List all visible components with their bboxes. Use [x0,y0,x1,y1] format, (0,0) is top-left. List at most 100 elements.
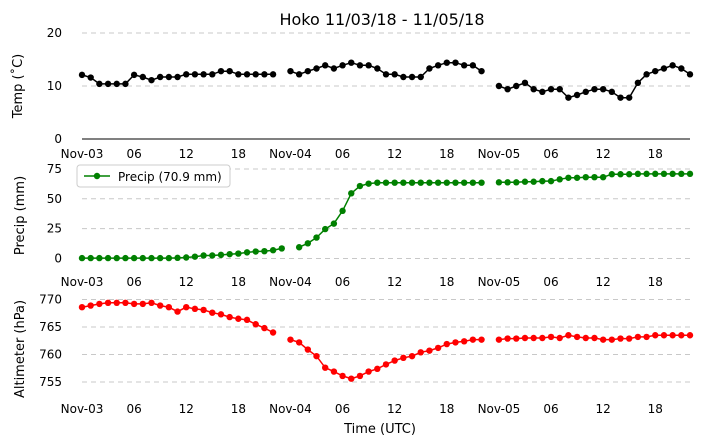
x-tick-label: 18 [439,147,454,161]
data-point [634,333,642,341]
data-point [539,177,546,185]
series-line [82,247,282,259]
data-point [400,354,407,361]
data-point [104,299,112,306]
data-point [530,178,537,185]
data-point [130,254,138,262]
data-point [547,333,555,341]
data-point [278,245,285,252]
data-point [608,171,616,178]
data-point [556,176,563,183]
data-point [382,71,390,78]
data-point [478,67,485,75]
legend-label: Precip (70.9 mm) [118,170,222,184]
data-point [243,249,251,256]
data-point [608,88,616,96]
data-point [104,80,112,88]
data-point [434,179,442,186]
data-point [408,179,416,186]
data-point [78,71,86,79]
data-point [96,254,103,262]
data-point [434,62,442,69]
data-point [626,94,633,101]
data-point [643,71,650,78]
data-point [209,309,216,316]
y-tick-label: 25 [47,222,62,236]
data-point [652,332,659,339]
x-tick-label: 06 [335,275,350,289]
data-point [460,338,468,345]
data-point [113,80,120,88]
data-point [330,368,338,375]
data-point [130,71,138,79]
data-point [504,85,511,93]
data-point [504,179,511,186]
data-point [400,179,407,186]
data-point [183,71,190,78]
data-point [313,352,320,360]
x-tick-label: 12 [596,147,611,161]
x-tick-label: 18 [648,402,663,416]
x-tick-label: Nov-03 [61,402,104,416]
data-point [591,334,598,342]
series-line [81,302,274,334]
data-point [573,174,581,181]
data-point [556,334,563,342]
data-point [678,332,685,339]
x-axis-label: Time (UTC) [343,422,416,437]
y-axis-label: Altimeter (hPa) [13,300,28,398]
data-point [460,62,468,69]
data-point [608,336,616,343]
x-tick-label: 18 [648,275,663,289]
data-point [295,71,303,78]
data-point [87,74,94,81]
data-point [217,251,225,259]
data-point [304,346,312,353]
data-point [261,247,268,255]
legend-marker [93,172,101,180]
data-point [443,59,450,66]
x-tick-label: 12 [387,402,402,416]
data-point [139,254,146,262]
data-point [348,375,355,382]
data-point [174,254,181,262]
data-point [156,73,164,81]
data-point [565,94,572,101]
data-point [417,179,424,186]
data-point [460,179,468,186]
data-point [565,174,572,181]
x-tick-label: 18 [648,147,663,161]
x-tick-label: 06 [543,147,558,161]
data-point [530,334,537,342]
x-tick-label: Nov-05 [478,275,521,289]
x-tick-label: 06 [126,402,141,416]
data-point [365,368,372,375]
data-point [191,253,199,260]
data-point [252,71,259,78]
y-tick-label: 770 [39,293,62,307]
data-point [191,71,199,78]
x-tick-label: 06 [335,402,350,416]
data-point [452,59,459,66]
data-point [686,170,694,178]
data-point [634,170,642,178]
data-point [565,332,572,339]
x-tick-label: 18 [439,402,454,416]
x-tick-label: 06 [543,275,558,289]
panel-3: 755 760 765 770 Nov-03 06 12 18 Nov-04 06 12 18 Nov-… [13,293,694,416]
data-point [174,308,181,315]
data-point [269,247,277,254]
data-point [573,91,581,99]
data-point [539,88,546,96]
data-point [426,179,433,186]
data-point [400,73,407,81]
data-point [556,85,563,93]
data-point [382,361,390,368]
data-point [521,79,529,87]
data-point [122,80,129,88]
data-point [130,300,138,308]
data-point [365,180,372,187]
data-point [617,94,624,101]
data-point [235,250,242,257]
data-point [669,62,676,69]
